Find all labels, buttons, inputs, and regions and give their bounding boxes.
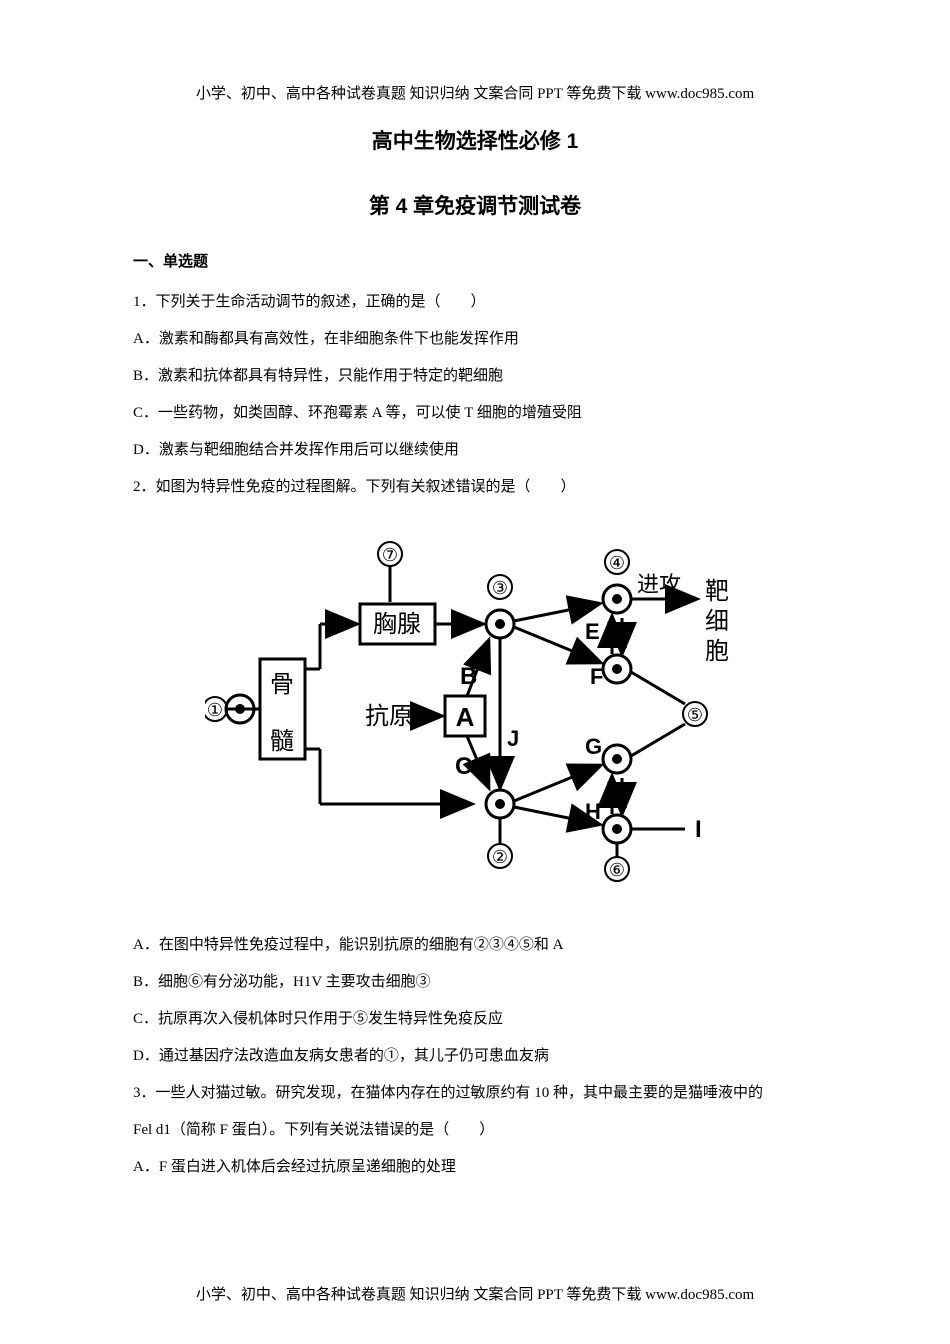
svg-text:细: 细 [705,608,729,635]
svg-text:J: J [507,726,519,751]
diagram-container: 骨 髓 ① 胸腺 [133,524,817,904]
svg-text:⑥: ⑥ [609,860,625,880]
page-header: 小学、初中、高中各种试卷真题 知识归纳 文案合同 PPT 等免费下载 www.d… [0,82,950,103]
q1-option-d: D．激素与靶细胞结合并发挥作用后可以继续使用 [133,434,817,467]
svg-text:靶: 靶 [705,578,729,605]
svg-text:胞: 胞 [705,638,729,665]
svg-text:G: G [585,734,602,759]
q1-option-b: B．激素和抗体都具有特异性，只能作用于特定的靶细胞 [133,360,817,393]
svg-text:I: I [695,816,702,843]
q2-option-d: D．通过基因疗法改造血友病女患者的①，其儿子仍可患血友病 [133,1040,817,1073]
q3-option-a: A．F 蛋白进入机体后会经过抗原呈递细胞的处理 [133,1151,817,1184]
svg-text:进攻: 进攻 [637,572,681,597]
svg-text:③: ③ [492,578,508,598]
svg-text:②: ② [492,847,508,867]
q1-option-c: C．一些药物，如类固醇、环孢霉素 A 等，可以使 T 细胞的增殖受阻 [133,397,817,430]
svg-text:⑦: ⑦ [382,545,398,565]
svg-text:A: A [456,702,475,732]
svg-text:C: C [455,753,472,780]
q2-option-c: C．抗原再次入侵机体时只作用于⑤发生特异性免疫反应 [133,1003,817,1036]
svg-text:胸腺: 胸腺 [373,611,421,638]
svg-text:④: ④ [609,553,625,573]
immune-diagram: 骨 髓 ① 胸腺 [205,524,745,904]
svg-text:骨: 骨 [270,672,294,698]
doc-title: 高中生物选择性必修 1 [133,125,817,155]
main-content: 高中生物选择性必修 1 第 4 章免疫调节测试卷 一、单选题 1．下列关于生命活… [133,125,817,1188]
section-heading: 一、单选题 [133,250,817,271]
svg-text:H: H [585,799,601,824]
svg-text:①: ① [207,700,223,720]
svg-text:髓: 髓 [270,728,294,755]
q1-option-a: A．激素和酶都具有高效性，在非细胞条件下也能发挥作用 [133,323,817,356]
svg-text:抗原: 抗原 [365,703,413,730]
svg-text:⑤: ⑤ [687,705,703,725]
q3-stem-2: Fel d1（简称 F 蛋白）。下列有关说法错误的是（ ） [133,1114,817,1147]
chapter-title: 第 4 章免疫调节测试卷 [133,190,817,220]
q2-stem: 2．如图为特异性免疫的过程图解。下列有关叙述错误的是（ ） [133,471,817,504]
svg-text:E: E [585,619,600,644]
q2-option-a: A．在图中特异性免疫过程中，能识别抗原的细胞有②③④⑤和 A [133,929,817,962]
svg-text:F: F [590,664,603,689]
q1-stem: 1．下列关于生命活动调节的叙述，正确的是（ ） [133,286,817,319]
q3-stem: 3．一些人对猫过敏。研究发现，在猫体内存在的过敏原约有 10 种，其中最主要的是… [133,1077,817,1110]
page-footer: 小学、初中、高中各种试卷真题 知识归纳 文案合同 PPT 等免费下载 www.d… [0,1283,950,1304]
q2-option-b: B．细胞⑥有分泌功能，H1V 主要攻击细胞③ [133,966,817,999]
